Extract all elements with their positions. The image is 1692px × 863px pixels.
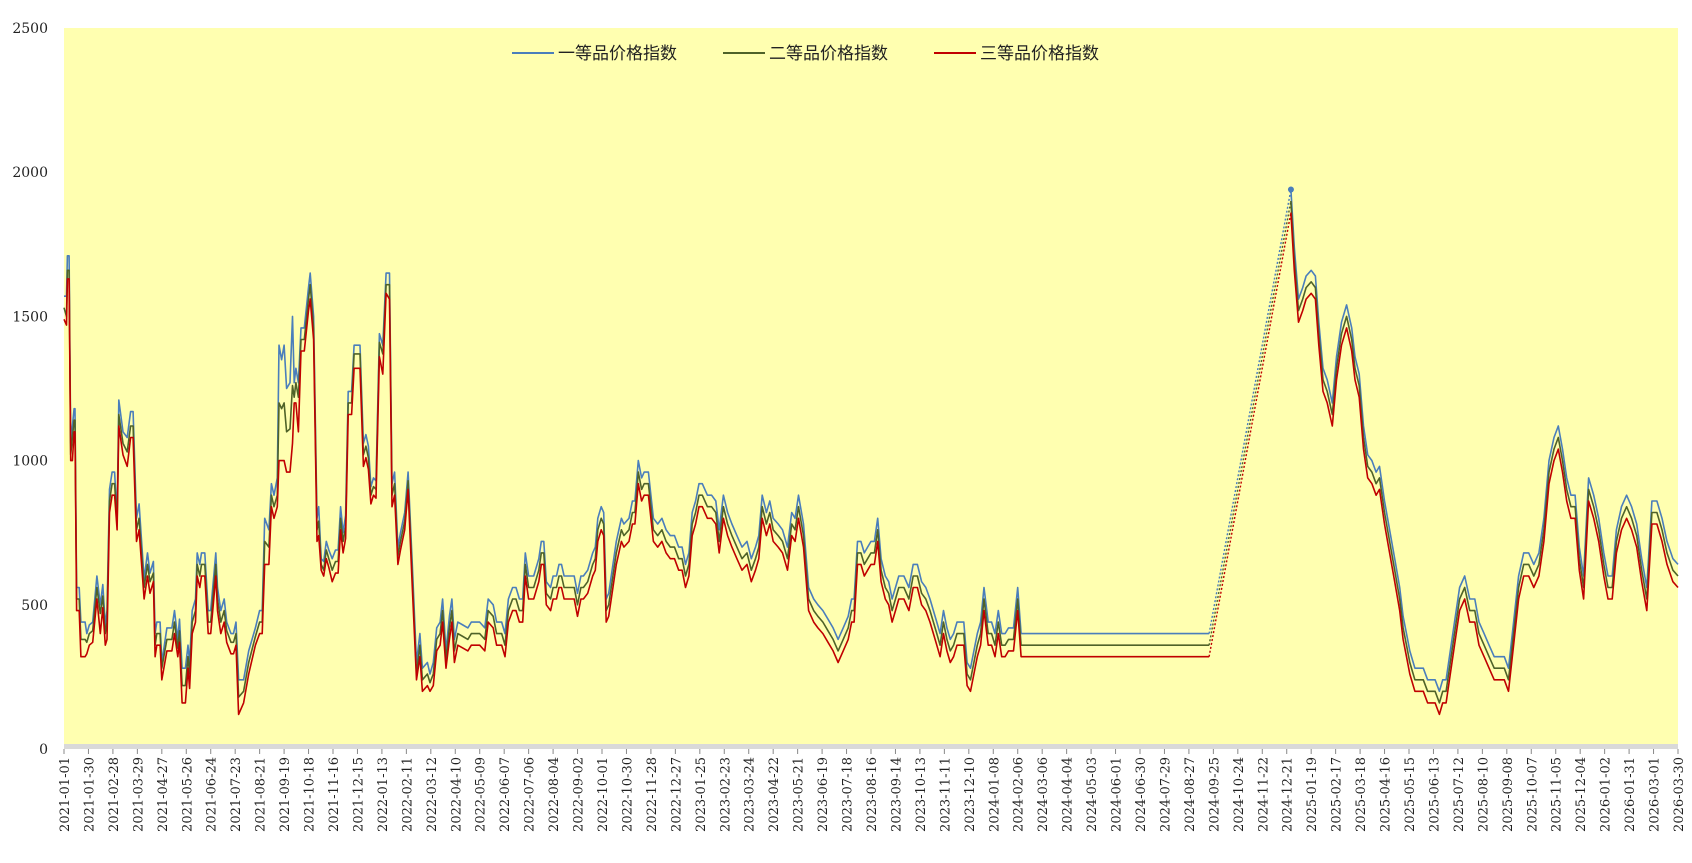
x-tick-label: 2025-12-04 — [1574, 757, 1589, 832]
x-tick-label: 2024-02-06 — [1012, 757, 1027, 832]
x-tick-label: 2023-10-13 — [914, 757, 929, 832]
x-tick-label: 2024-06-30 — [1134, 757, 1149, 832]
peak-marker — [1287, 186, 1294, 193]
x-tick-label: 2023-12-10 — [963, 757, 978, 832]
x-tick-label: 2024-01-08 — [987, 757, 1002, 832]
x-tick-label: 2021-07-23 — [229, 757, 244, 832]
x-tick-label: 2021-08-21 — [254, 757, 269, 832]
series-line-1-later — [1290, 189, 1679, 693]
x-tick-label: 2023-07-18 — [841, 757, 856, 832]
x-tick-label: 2026-01-02 — [1599, 757, 1614, 832]
x-tick-label: 2024-08-27 — [1183, 757, 1198, 832]
x-tick-label: 2025-10-07 — [1525, 757, 1540, 832]
x-axis-ticks: 2021-01-01 2021-01-30 2021-02-28 2021-03-29… — [58, 749, 1687, 832]
series-line-2-later — [1290, 200, 1679, 704]
x-tick-label: 2021-10-18 — [303, 757, 318, 832]
x-tick-label: 2022-05-09 — [474, 757, 489, 832]
x-tick-label: 2024-03-06 — [1036, 757, 1051, 832]
x-tick-label: 2022-02-11 — [400, 757, 415, 832]
x-tick-label: 2025-03-18 — [1354, 757, 1369, 832]
x-tick-label: 2026-03-01 — [1648, 757, 1663, 832]
x-tick-label: 2021-01-01 — [58, 757, 73, 832]
legend-label-1: 一等品价格指数 — [558, 44, 677, 64]
x-tick-label: 2022-10-30 — [620, 757, 635, 832]
legend-label-3: 三等品价格指数 — [980, 44, 1099, 64]
series-line-1 — [64, 255, 1210, 681]
x-tick-label: 2022-10-01 — [596, 757, 611, 832]
y-axis-ticks: 0 500 1000 1500 2000 2500 — [12, 21, 48, 758]
x-tick-label: 2021-12-15 — [351, 757, 366, 832]
x-tick-label: 2021-11-16 — [327, 757, 342, 832]
x-tick-label: 2022-07-06 — [523, 757, 538, 832]
x-tick-label: 2022-03-12 — [425, 757, 440, 832]
y-tick-label: 500 — [21, 598, 48, 614]
series-line-3 — [63, 278, 1210, 716]
x-tick-label: 2025-11-05 — [1550, 757, 1565, 832]
x-tick-label: 2024-12-21 — [1281, 757, 1296, 832]
x-tick-label: 2021-05-26 — [180, 757, 195, 832]
x-tick-label: 2026-01-31 — [1623, 757, 1638, 832]
x-tick-label: 2021-06-24 — [205, 757, 220, 832]
x-tick-label: 2025-01-19 — [1305, 757, 1320, 832]
x-tick-label: 2022-08-04 — [547, 757, 562, 832]
x-tick-label: 2024-11-22 — [1256, 757, 1271, 832]
x-tick-label: 2021-02-28 — [107, 757, 122, 832]
x-tick-label: 2021-09-19 — [278, 757, 293, 832]
x-tick-label: 2022-04-10 — [449, 757, 464, 832]
x-tick-label: 2022-01-13 — [376, 757, 391, 832]
x-tick-label: 2024-06-01 — [1110, 757, 1125, 832]
series-gap-1 — [1208, 189, 1292, 634]
x-tick-label: 2024-07-29 — [1158, 757, 1173, 832]
x-tick-label: 2022-11-28 — [645, 757, 660, 832]
y-tick-label: 2000 — [12, 165, 48, 181]
x-tick-label: 2024-10-24 — [1232, 757, 1247, 832]
x-tick-label: 2023-09-14 — [889, 757, 904, 832]
series-gap-3 — [1208, 212, 1292, 657]
x-tick-label: 2023-02-23 — [718, 757, 733, 832]
x-tick-label: 2025-02-17 — [1330, 757, 1345, 832]
legend-label-2: 二等品价格指数 — [769, 44, 888, 64]
y-tick-label: 1500 — [12, 309, 48, 325]
x-tick-label: 2023-05-21 — [792, 757, 807, 832]
series-gap-2 — [1208, 200, 1292, 646]
x-tick-label: 2025-08-10 — [1476, 757, 1491, 832]
x-tick-label: 2026-03-30 — [1672, 757, 1687, 832]
y-tick-label: 1000 — [12, 454, 48, 470]
legend: 一等品价格指数 二等品价格指数 三等品价格指数 — [512, 44, 1099, 64]
x-tick-label: 2021-03-29 — [131, 757, 146, 832]
x-tick-label: 2023-03-24 — [743, 757, 758, 832]
x-tick-label: 2023-04-22 — [767, 757, 782, 832]
x-tick-label: 2024-04-04 — [1061, 757, 1076, 832]
x-tick-label: 2021-01-30 — [82, 757, 97, 832]
x-tick-label: 2022-06-07 — [498, 757, 513, 832]
x-tick-label: 2025-09-08 — [1501, 757, 1516, 832]
y-tick-label: 0 — [39, 742, 48, 758]
x-tick-label: 2025-07-12 — [1452, 757, 1467, 832]
x-tick-label: 2025-06-13 — [1427, 757, 1442, 832]
x-tick-label: 2023-06-19 — [816, 757, 831, 832]
series-line-3-later — [1290, 212, 1679, 716]
x-tick-label: 2025-04-16 — [1379, 757, 1394, 832]
x-tick-label: 2022-09-02 — [572, 757, 587, 832]
x-tick-label: 2022-12-27 — [669, 757, 684, 832]
series-line-2 — [63, 269, 1210, 698]
x-tick-label: 2023-08-16 — [865, 757, 880, 832]
x-tick-label: 2024-05-03 — [1085, 757, 1100, 832]
series-layer — [63, 186, 1679, 716]
x-tick-label: 2025-05-15 — [1403, 757, 1418, 832]
x-tick-label: 2023-01-25 — [694, 757, 709, 832]
x-tick-label: 2023-11-11 — [938, 757, 953, 832]
x-axis-band — [64, 744, 1678, 749]
x-tick-label: 2021-04-27 — [156, 757, 171, 832]
plot-background — [64, 28, 1678, 749]
x-tick-label: 2024-09-25 — [1207, 757, 1222, 832]
y-tick-label: 2500 — [12, 21, 48, 37]
